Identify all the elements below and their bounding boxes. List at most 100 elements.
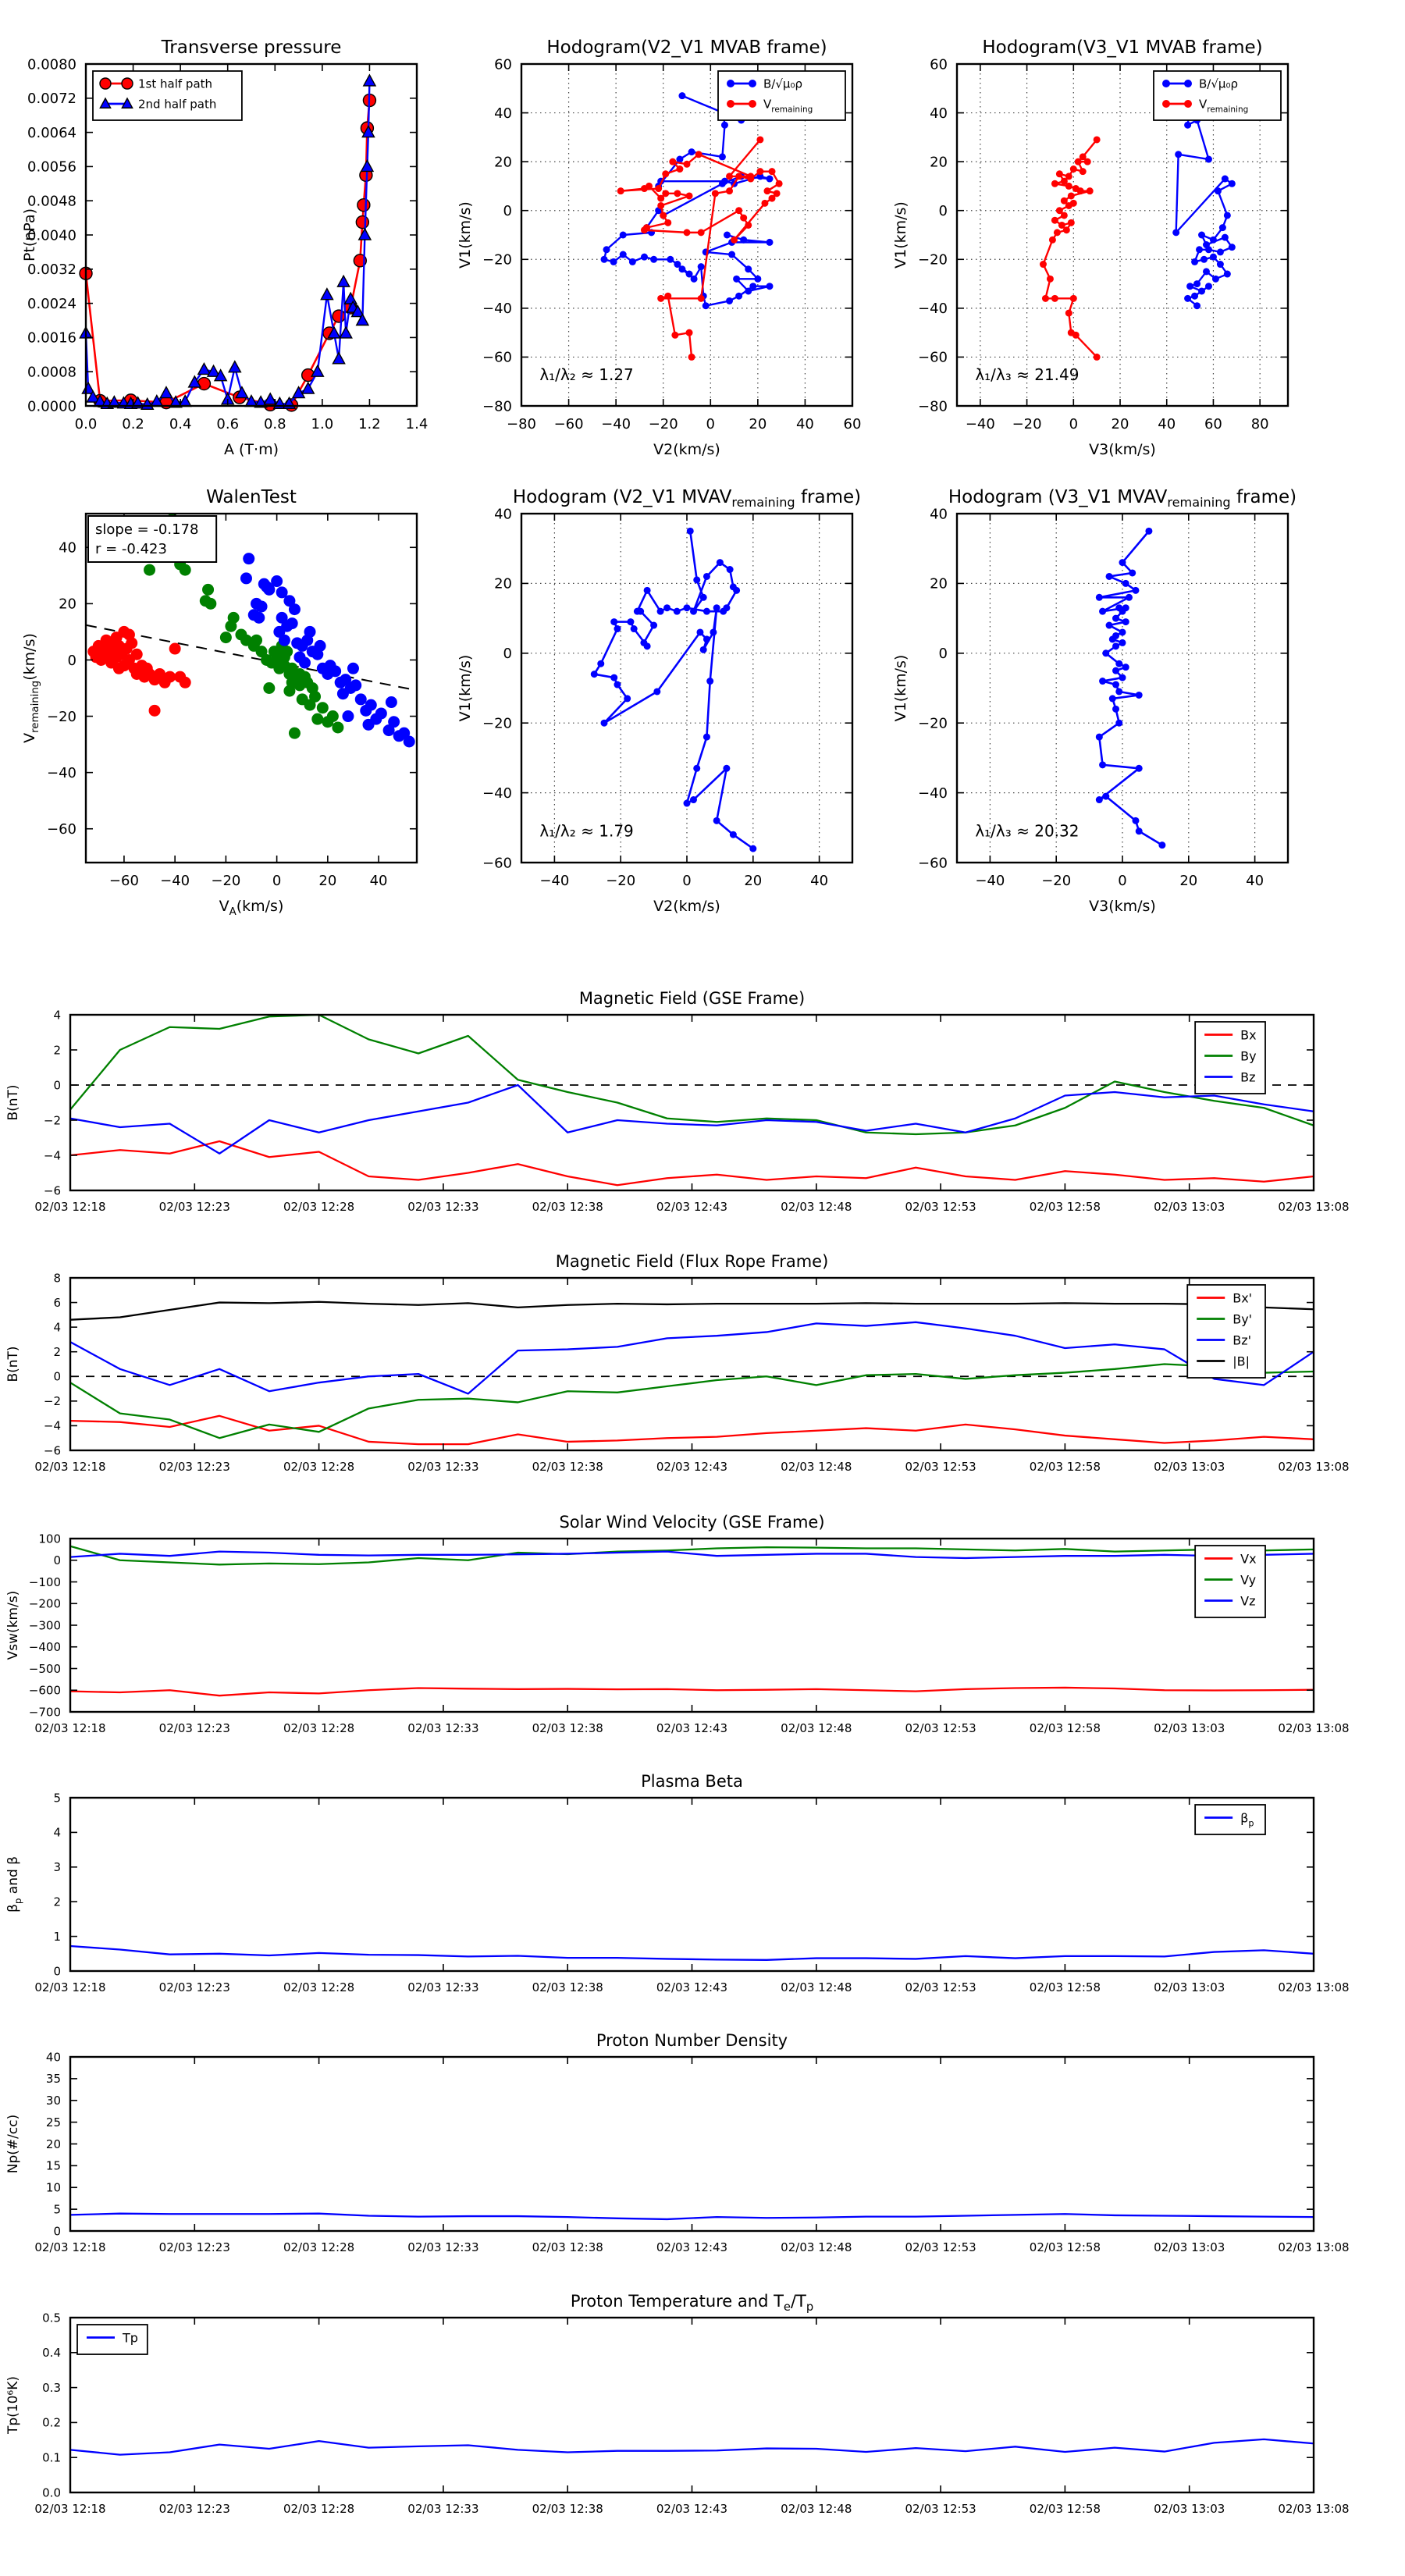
svg-text:0: 0 bbox=[503, 203, 512, 219]
svg-text:20: 20 bbox=[318, 873, 336, 889]
svg-text:30: 30 bbox=[46, 2094, 61, 2108]
svg-text:02/03 12:58: 02/03 12:58 bbox=[1030, 1200, 1101, 1214]
svg-text:1.2: 1.2 bbox=[358, 416, 381, 432]
series-last-third bbox=[240, 553, 415, 748]
hodogram-v3v1-mvab-legend: B/√μ₀ρ Vremaining bbox=[1153, 70, 1282, 121]
svg-text:Vy: Vy bbox=[1240, 1572, 1256, 1587]
series-Bx bbox=[69, 1140, 1314, 1187]
svg-text:20: 20 bbox=[744, 873, 762, 889]
hodogram-v3v1-mvav-ylabel: V1(km/s) bbox=[892, 655, 909, 722]
svg-text:Bx': Bx' bbox=[1232, 1290, 1252, 1305]
svg-text:02/03 13:03: 02/03 13:03 bbox=[1154, 1721, 1225, 1735]
svg-text:−20: −20 bbox=[482, 252, 512, 269]
series-V-remaining bbox=[1039, 136, 1101, 361]
svg-text:02/03 12:43: 02/03 12:43 bbox=[656, 1460, 727, 1474]
hodogram-v3v1-mvav-title: Hodogram (V3_V1 MVAVremaining frame) bbox=[948, 487, 1297, 510]
svg-text:−60: −60 bbox=[109, 873, 139, 889]
svg-text:02/03 12:28: 02/03 12:28 bbox=[283, 1721, 354, 1735]
walen-test-svg: −60 −40 −20 0 20 40 −60 −40 −20 0 20 40 WalenTest VA(… bbox=[21, 487, 418, 918]
svg-text:−40: −40 bbox=[975, 873, 1005, 889]
series-middle-third bbox=[144, 513, 344, 739]
svg-text:−20: −20 bbox=[211, 873, 240, 889]
svg-text:−6: −6 bbox=[44, 1183, 61, 1197]
svg-text:20: 20 bbox=[59, 596, 76, 613]
svg-text:02/03 12:38: 02/03 12:38 bbox=[532, 2240, 603, 2254]
svg-text:40: 40 bbox=[1158, 416, 1176, 432]
svg-text:100: 100 bbox=[38, 1532, 61, 1546]
svg-text:0.0000: 0.0000 bbox=[27, 398, 76, 415]
series-Np bbox=[69, 2212, 1314, 2221]
svg-text:Bx: Bx bbox=[1240, 1027, 1256, 1042]
svg-text:02/03 12:43: 02/03 12:43 bbox=[656, 1721, 727, 1735]
svg-text:−60: −60 bbox=[918, 350, 948, 366]
svg-text:02/03 12:48: 02/03 12:48 bbox=[781, 1721, 852, 1735]
svg-text:−20: −20 bbox=[482, 716, 512, 732]
svg-text:0.3: 0.3 bbox=[42, 2381, 61, 2395]
svg-text:Vremaining: Vremaining bbox=[763, 97, 813, 114]
svg-text:0.4: 0.4 bbox=[42, 2346, 61, 2360]
svg-text:02/03 12:28: 02/03 12:28 bbox=[283, 1980, 354, 1994]
svg-text:02/03 12:48: 02/03 12:48 bbox=[781, 1200, 852, 1214]
svg-text:−20: −20 bbox=[606, 873, 635, 889]
hodogram-v3v1-mvav-annotation: λ₁/λ₃ ≈ 20.32 bbox=[975, 821, 1079, 840]
svg-text:0.4: 0.4 bbox=[169, 416, 192, 432]
plasma-beta-ylabel: βp and β bbox=[5, 1856, 23, 1912]
svg-text:−20: −20 bbox=[47, 709, 76, 725]
axes-frame: 02/03 12:18 02/03 12:23 02/03 12:28 02/03 1… bbox=[34, 1271, 1349, 1474]
svg-text:02/03 12:53: 02/03 12:53 bbox=[905, 2502, 976, 2516]
svg-text:02/03 12:33: 02/03 12:33 bbox=[407, 1721, 478, 1735]
svg-text:−80: −80 bbox=[918, 398, 948, 415]
plasma-beta-chart: 02/03 12:18 02/03 12:23 02/03 12:28 02/03 1… bbox=[5, 1772, 1350, 1994]
svg-text:02/03 12:43: 02/03 12:43 bbox=[656, 1200, 727, 1214]
svg-text:02/03 13:08: 02/03 13:08 bbox=[1278, 1200, 1349, 1214]
hodogram-v2v1-mvav-ylabel: V1(km/s) bbox=[457, 655, 474, 722]
svg-text:40: 40 bbox=[59, 540, 76, 557]
svg-text:60: 60 bbox=[1204, 416, 1222, 432]
magnetic-field-gse-chart: 02/03 12:18 02/03 12:23 02/03 12:28 02/03 1… bbox=[5, 989, 1350, 1214]
svg-text:02/03 12:48: 02/03 12:48 bbox=[781, 2240, 852, 2254]
svg-text:−20: −20 bbox=[918, 252, 948, 269]
svg-text:−60: −60 bbox=[47, 821, 76, 838]
svg-text:40: 40 bbox=[810, 873, 828, 889]
svg-text:−2: −2 bbox=[44, 1113, 61, 1127]
svg-text:02/03 12:43: 02/03 12:43 bbox=[656, 1980, 727, 1994]
svg-text:−20: −20 bbox=[1012, 416, 1042, 432]
hodogram-v3v1-mvav-xlabel: V3(km/s) bbox=[1089, 898, 1156, 915]
solar-wind-velocity-chart: 02/03 12:18 02/03 12:23 02/03 12:28 02/03 1… bbox=[5, 1513, 1350, 1735]
svg-text:0: 0 bbox=[939, 203, 948, 219]
hodogram-v2v1-mvav-title: Hodogram (V2_V1 MVAVremaining frame) bbox=[513, 487, 861, 510]
svg-text:60: 60 bbox=[494, 56, 512, 73]
svg-text:βp: βp bbox=[1240, 1810, 1254, 1828]
svg-text:02/03 12:33: 02/03 12:33 bbox=[407, 1980, 478, 1994]
svg-text:02/03 13:08: 02/03 13:08 bbox=[1278, 2502, 1349, 2516]
svg-text:5: 5 bbox=[53, 1791, 61, 1805]
svg-text:0: 0 bbox=[503, 646, 512, 662]
svg-text:0: 0 bbox=[53, 2224, 61, 2238]
svg-text:0: 0 bbox=[939, 646, 948, 662]
proton-temperature-ylabel: Tp(10⁶K) bbox=[5, 2376, 21, 2435]
series-Tp bbox=[69, 2438, 1314, 2456]
svg-text:B/√μ₀ρ: B/√μ₀ρ bbox=[1199, 76, 1238, 91]
svg-text:0.0024: 0.0024 bbox=[27, 296, 76, 312]
hodogram-v2v1-mvav-chart: −40 −20 0 20 40 −60 −40 −20 0 20 40 Hodogram (V2_V1… bbox=[457, 487, 861, 915]
svg-text:−2: −2 bbox=[44, 1394, 61, 1408]
svg-text:02/03 12:53: 02/03 12:53 bbox=[905, 1460, 976, 1474]
svg-text:02/03 12:33: 02/03 12:33 bbox=[407, 1200, 478, 1214]
svg-text:Bz': Bz' bbox=[1232, 1332, 1251, 1347]
svg-text:0: 0 bbox=[53, 1370, 61, 1384]
svg-text:02/03 12:38: 02/03 12:38 bbox=[532, 1200, 603, 1214]
series-Bx' bbox=[69, 1414, 1314, 1446]
svg-text:02/03 12:18: 02/03 12:18 bbox=[34, 1460, 105, 1474]
svg-text:02/03 12:33: 02/03 12:33 bbox=[407, 1460, 478, 1474]
svg-text:−4: −4 bbox=[44, 1419, 61, 1433]
series-fit-line bbox=[85, 624, 418, 692]
svg-text:0: 0 bbox=[272, 873, 281, 889]
svg-text:02/03 12:58: 02/03 12:58 bbox=[1030, 2502, 1101, 2516]
axes-frame: 02/03 12:18 02/03 12:23 02/03 12:28 02/03 1… bbox=[34, 1791, 1349, 1994]
svg-text:02/03 12:18: 02/03 12:18 bbox=[34, 2502, 105, 2516]
svg-text:40: 40 bbox=[494, 105, 512, 122]
svg-text:02/03 12:23: 02/03 12:23 bbox=[159, 1980, 230, 1994]
svg-text:02/03 12:33: 02/03 12:33 bbox=[407, 2240, 478, 2254]
transverse-pressure-title: Transverse pressure bbox=[161, 37, 342, 58]
